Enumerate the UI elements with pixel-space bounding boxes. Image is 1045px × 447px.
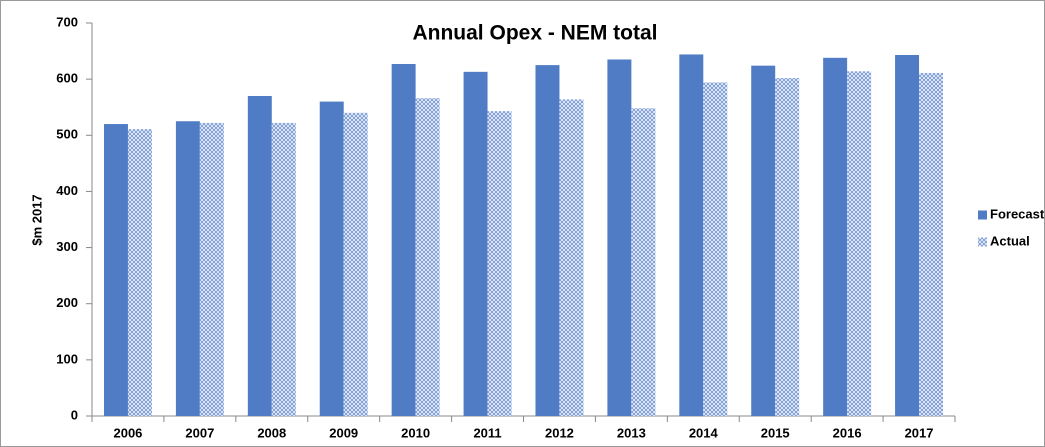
bar: [175, 121, 200, 416]
x-tick-label: 2017: [905, 425, 934, 440]
bar: [271, 122, 296, 416]
bar: [631, 108, 656, 416]
bar: [415, 98, 440, 416]
x-tick-label: 2014: [689, 425, 719, 440]
x-tick-label: 2009: [329, 425, 358, 440]
y-tick-label: 600: [56, 71, 78, 86]
bar: [535, 65, 560, 416]
chart-title: Annual Opex - NEM total: [412, 22, 657, 45]
bar: [607, 59, 632, 416]
bar: [463, 71, 488, 416]
x-tick-label: 2007: [185, 425, 214, 440]
x-tick-label: 2016: [833, 425, 862, 440]
y-tick-label: 400: [56, 183, 78, 198]
legend-label: Forecast: [990, 206, 1045, 221]
legend-swatch: [978, 237, 987, 247]
bar: [679, 54, 704, 416]
bar: [847, 71, 872, 416]
y-tick-label: 200: [56, 295, 78, 310]
bar: [487, 111, 512, 416]
bar: [127, 129, 152, 417]
y-tick-label: 700: [56, 14, 78, 29]
y-tick-label: 100: [56, 351, 78, 366]
x-tick-label: 2010: [401, 425, 430, 440]
y-tick-label: 0: [71, 407, 78, 422]
bar: [343, 112, 368, 416]
x-tick-label: 2006: [113, 425, 142, 440]
bar: [895, 55, 920, 416]
bar: [703, 82, 728, 417]
legend-swatch: [978, 210, 987, 220]
bar: [199, 122, 224, 416]
y-axis-label: $m 2017: [29, 194, 44, 245]
bar: [751, 65, 776, 416]
x-tick-label: 2008: [257, 425, 286, 440]
x-tick-label: 2011: [473, 425, 501, 440]
x-tick-label: 2013: [617, 425, 646, 440]
bar: [919, 72, 944, 417]
bar: [247, 95, 272, 416]
bar: [391, 63, 416, 417]
bar: [559, 99, 584, 417]
bar: [103, 124, 128, 417]
y-tick-label: 300: [56, 239, 78, 254]
y-tick-label: 500: [56, 127, 78, 142]
bar: [823, 57, 848, 417]
x-tick-label: 2012: [545, 425, 574, 440]
bar: [775, 78, 800, 417]
x-tick-label: 2015: [761, 425, 790, 440]
legend-label: Actual: [990, 233, 1030, 248]
bar: [319, 101, 344, 416]
